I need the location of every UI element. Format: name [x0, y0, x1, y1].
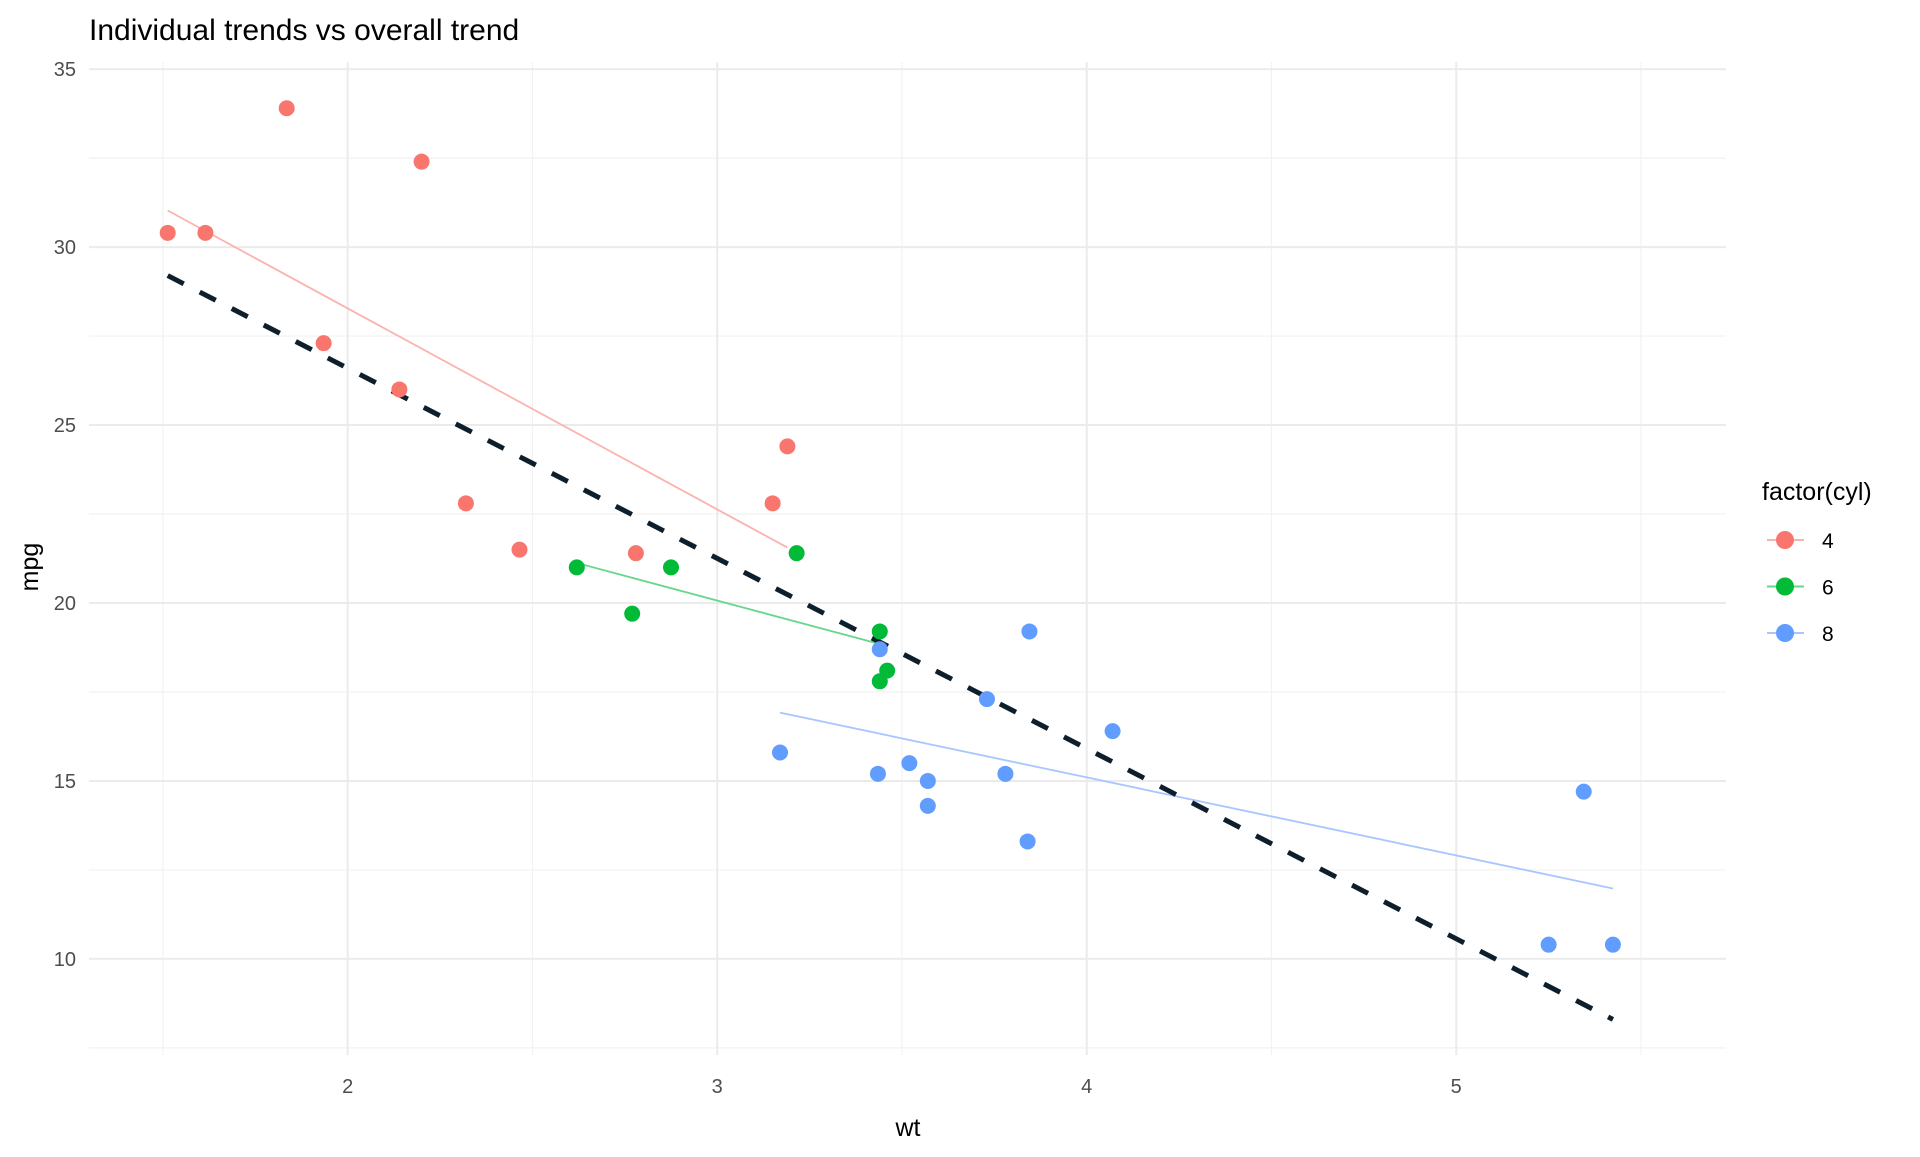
point-cyl-6	[568, 559, 585, 576]
chart-title: Individual trends vs overall trend	[89, 14, 519, 47]
legend-title: factor(cyl)	[1762, 478, 1872, 506]
legend-key-point-8	[1776, 624, 1794, 642]
point-cyl-8	[1540, 936, 1557, 953]
point-cyl-4	[457, 495, 474, 512]
point-cyl-4	[197, 224, 214, 241]
point-cyl-8	[772, 744, 789, 761]
point-cyl-8	[1019, 833, 1036, 850]
point-cyl-8	[1604, 936, 1621, 953]
trend-line-cyl-8	[779, 711, 1614, 890]
point-cyl-8	[901, 755, 918, 772]
legend: factor(cyl) 4 6 8	[1762, 478, 1872, 646]
legend-label-8: 8	[1822, 623, 1834, 646]
point-cyl-8	[997, 765, 1014, 782]
point-cyl-4	[159, 224, 176, 241]
y-tick-label: 35	[54, 59, 76, 81]
legend-label-6: 6	[1822, 577, 1834, 600]
point-cyl-8	[1104, 723, 1121, 740]
point-cyl-8	[1021, 623, 1038, 640]
legend-key-point-6	[1776, 577, 1794, 596]
point-cyl-8	[869, 765, 886, 782]
point-cyl-4	[391, 381, 408, 398]
point-cyl-6	[624, 605, 641, 622]
x-axis-label: wt	[895, 1114, 921, 1142]
grid	[89, 62, 1726, 1055]
y-tick-label: 25	[54, 415, 76, 437]
point-cyl-4	[779, 438, 796, 455]
y-tick-label: 15	[54, 771, 76, 793]
x-tick-label: 5	[1451, 1076, 1462, 1098]
point-cyl-6	[663, 559, 680, 576]
point-cyl-4	[413, 153, 430, 170]
trend-line-cyl-6	[576, 562, 888, 647]
point-cyl-6	[871, 673, 888, 690]
point-cyl-4	[511, 541, 528, 558]
y-tick-label: 20	[54, 593, 76, 615]
legend-label-4: 4	[1822, 530, 1834, 553]
overall-trend-line	[166, 273, 1615, 1022]
y-axis-label: mpg	[16, 543, 44, 592]
point-cyl-4	[278, 100, 295, 117]
point-cyl-8	[978, 691, 995, 708]
point-cyl-4	[315, 335, 332, 352]
x-tick-label: 3	[712, 1076, 723, 1098]
point-cyl-4	[764, 495, 781, 512]
y-tick-label: 10	[54, 949, 76, 971]
point-cyl-8	[871, 641, 888, 658]
point-cyl-6	[871, 623, 888, 640]
x-tick-label: 2	[342, 1076, 353, 1098]
tick-labels: 2 3 4 5 10 15 20 25 30 35	[54, 59, 1462, 1098]
point-cyl-8	[1575, 783, 1592, 800]
point-cyl-4	[627, 545, 644, 562]
legend-key-point-4	[1776, 531, 1794, 549]
trend-line-cyl-4	[167, 209, 788, 549]
x-tick-label: 4	[1081, 1076, 1092, 1098]
point-cyl-6	[788, 545, 805, 562]
y-tick-label: 30	[54, 237, 76, 259]
points	[159, 100, 1621, 953]
point-cyl-8	[919, 797, 936, 814]
trend-lines	[166, 209, 1615, 1022]
point-cyl-8	[919, 772, 936, 789]
